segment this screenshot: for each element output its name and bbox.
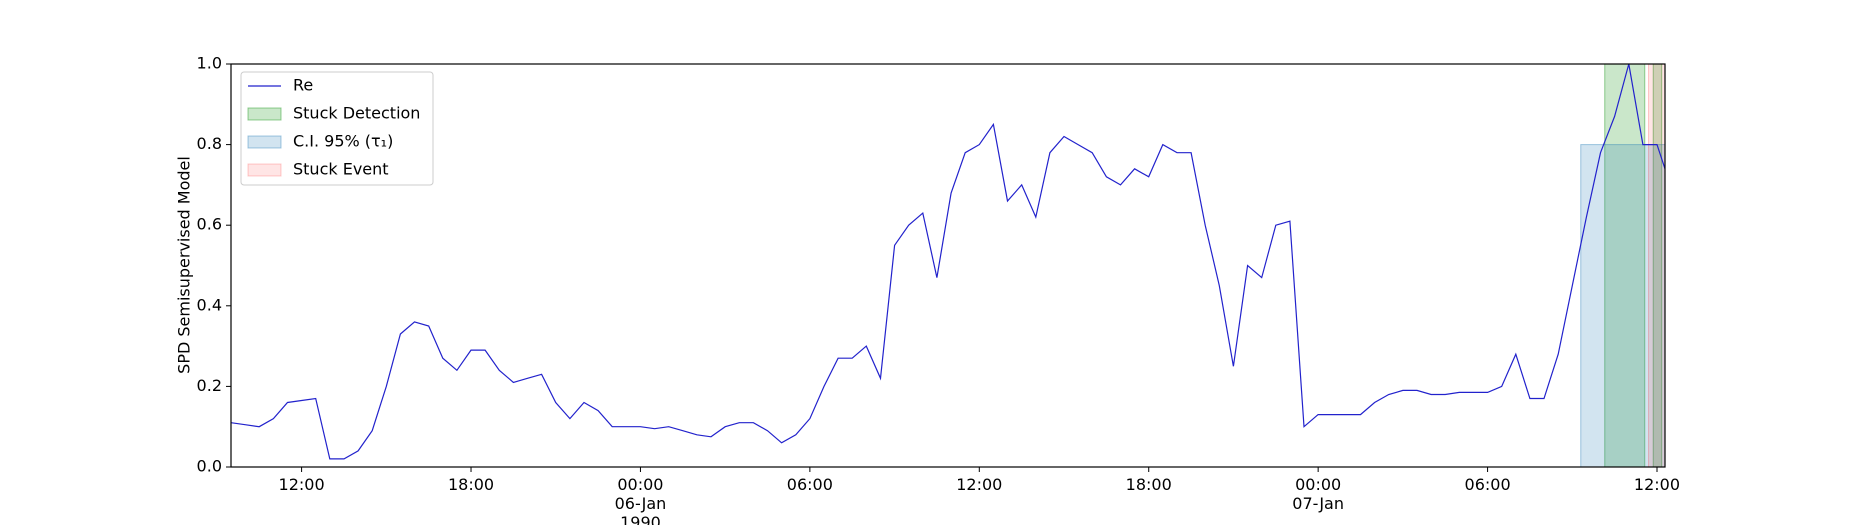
x-tick-label: 12:00 (278, 475, 325, 494)
y-tick-label: 0.4 (197, 295, 222, 314)
region-span (1604, 63, 1646, 468)
y-tick-label: 0.0 (197, 457, 222, 476)
x-tick-label: 06:00 (1464, 475, 1511, 494)
y-tick-label: 0.8 (197, 134, 222, 153)
x-tick-label: 18:00 (447, 475, 495, 494)
legend-patch (247, 107, 282, 121)
region-span (1648, 63, 1666, 468)
legend-patch (247, 135, 282, 149)
x-tick-label: 12:00 (956, 475, 1003, 494)
x-tick-label: 00:00 07-Jan (1292, 475, 1344, 513)
legend-label: Re (293, 76, 313, 95)
x-tick-label: 12:00 (1633, 475, 1681, 494)
legend-box (240, 71, 434, 186)
legend-label: C.I. 95% (τ₁) (293, 132, 393, 151)
y-axis-label: SPD Semisupervised Model (175, 156, 194, 374)
legend-label: Stuck Detection (293, 104, 420, 123)
y-tick-label: 1.0 (197, 54, 222, 73)
legend: Re Stuck Detection C.I. 95% (τ₁) Stuck Even… (240, 71, 434, 186)
plot-frame (230, 63, 1666, 468)
y-tick-label: 0.6 (197, 215, 222, 234)
legend-label: Stuck Event (293, 160, 389, 179)
y-tick-label: 0.2 (197, 376, 222, 395)
data-line (230, 63, 1666, 460)
legend-patch (247, 163, 282, 177)
x-tick-label: 00:00 06-Jan 1990 (614, 475, 667, 525)
x-tick-label: 18:00 (1125, 475, 1172, 494)
x-tick-label: 06:00 (786, 475, 833, 494)
